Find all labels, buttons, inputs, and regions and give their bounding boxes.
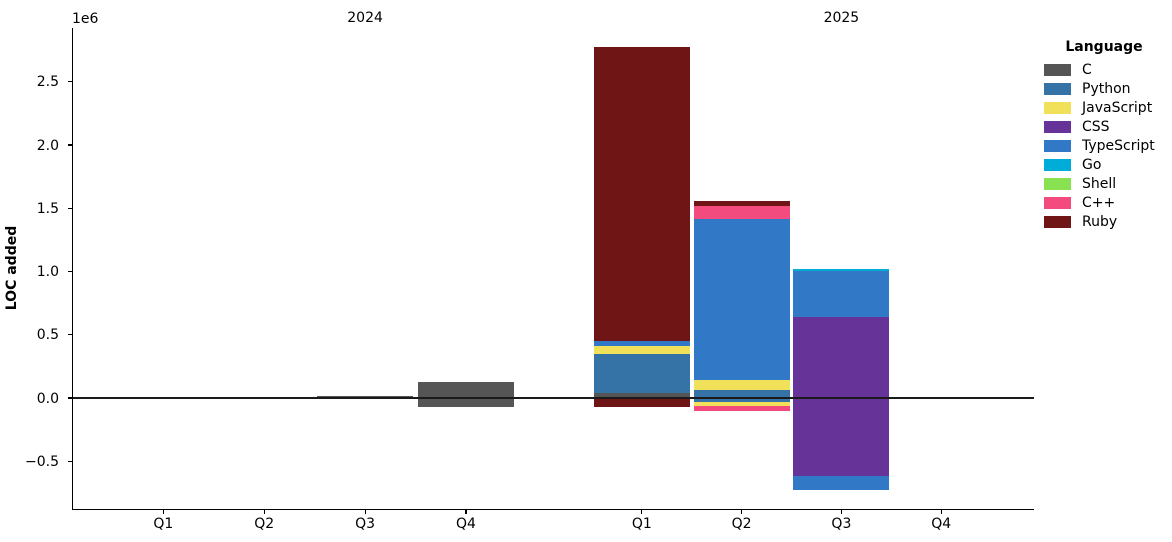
y-tick-label: 0.0	[36, 390, 59, 407]
bar-segment-2025-Q1-Ruby	[593, 46, 690, 341]
legend-swatch-icon	[1044, 82, 1071, 95]
x-tick-label: Q3	[831, 516, 852, 532]
bar-segment-2025-Q2-JavaScript	[693, 402, 790, 406]
legend-swatch-icon	[1044, 215, 1071, 228]
legend-item-ruby: Ruby	[1036, 212, 1172, 231]
legend-label: C++	[1082, 194, 1116, 211]
zero-line	[73, 397, 1034, 399]
y-tick-label: 1.5	[36, 200, 59, 217]
y-tick-mark	[67, 397, 72, 399]
y-axis-spine	[71, 28, 73, 511]
legend-item-go: Go	[1036, 155, 1172, 174]
legend-label: CSS	[1082, 118, 1110, 135]
legend-label: Ruby	[1082, 213, 1118, 230]
bar-segment-2025-Q2-C++	[693, 405, 790, 411]
bar-segment-2025-Q1-JavaScript	[593, 345, 690, 354]
x-tick-label: Q1	[153, 516, 174, 532]
y-tick-mark	[67, 270, 72, 273]
x-tick-label: Q2	[731, 516, 752, 532]
bar-segment-2025-Q1-TypeScript	[593, 340, 690, 346]
y-tick-label: 2.0	[36, 137, 59, 154]
x-tick-mark	[364, 510, 366, 515]
bar-segment-2025-Q3-TypeScript	[793, 271, 890, 318]
legend-swatch-icon	[1044, 177, 1071, 190]
x-tick-mark	[162, 510, 164, 515]
y-tick-mark	[67, 81, 72, 83]
bar-segment-2025-Q3-CSS	[793, 317, 890, 398]
y-axis-offset-label: 1e6	[72, 11, 99, 27]
bar-segment-2025-Q2-Ruby	[693, 201, 790, 207]
legend-item-typescript: TypeScript	[1036, 136, 1172, 155]
bar-segment-2025-Q2-JavaScript	[693, 379, 790, 390]
legend-label: Go	[1082, 156, 1102, 173]
legend: Language C Python JavaScript CSS TypeScript G…	[1036, 39, 1172, 231]
legend-swatch-icon	[1044, 139, 1071, 152]
x-tick-mark	[465, 510, 467, 515]
x-tick-mark	[840, 510, 842, 515]
x-tick-mark	[741, 510, 743, 515]
x-tick-label: Q4	[456, 516, 476, 532]
legend-swatch-icon	[1044, 196, 1071, 209]
legend-item-shell: Shell	[1036, 174, 1172, 193]
bar-segment-2025-Q2-Python	[693, 389, 790, 398]
x-tick-label: Q2	[254, 516, 275, 532]
y-tick-mark	[67, 207, 72, 209]
x-tick-label: Q3	[355, 516, 376, 532]
bar-segment-2025-Q1-C	[593, 393, 690, 398]
y-tick-label: 1.0	[36, 264, 59, 280]
bar-segment-2025-Q3-Go	[793, 268, 890, 272]
x-tick-mark	[263, 510, 265, 515]
bar-segment-2025-Q1-Ruby	[593, 398, 690, 408]
bar-segment-2025-Q2-C++	[693, 206, 790, 219]
y-tick-label: 2.5	[36, 74, 59, 91]
bar-segment-2025-Q2-TypeScript	[693, 219, 790, 380]
legend-label: Shell	[1082, 175, 1117, 192]
x-axis-spine	[73, 509, 1034, 511]
legend-label: JavaScript	[1082, 99, 1153, 116]
legend-item-javascript: JavaScript	[1036, 98, 1172, 117]
x-tick-mark	[641, 510, 643, 515]
y-tick-label: −0.5	[25, 453, 59, 470]
legend-label: Python	[1082, 80, 1131, 97]
y-tick-mark	[67, 334, 72, 336]
legend-swatch-icon	[1044, 101, 1071, 114]
x-tick-label: Q1	[631, 516, 652, 532]
y-tick-mark	[67, 460, 72, 462]
bar-segment-2025-Q1-Python	[593, 353, 690, 394]
legend-label: TypeScript	[1082, 137, 1155, 154]
bar-segment-2025-Q2-Python	[693, 398, 790, 403]
legend-item-c: C	[1036, 60, 1172, 79]
bar-segment-2025-Q3-CSS	[793, 398, 890, 477]
legend-items: C Python JavaScript CSS TypeScript Go Shell C++…	[1036, 60, 1172, 231]
y-tick-mark	[67, 144, 72, 146]
legend-item-python: Python	[1036, 79, 1172, 98]
x-tick-label: Q4	[931, 516, 952, 532]
y-tick-label: 0.5	[36, 327, 59, 344]
x-tick-mark	[940, 510, 942, 515]
legend-swatch-icon	[1044, 63, 1071, 76]
legend-label: C	[1082, 61, 1092, 78]
legend-item-cpp: C++	[1036, 193, 1172, 212]
bar-segment-2024-Q3-C	[317, 396, 414, 398]
group-title-2025: 2025	[823, 10, 860, 26]
group-title-2024: 2024	[347, 10, 383, 26]
legend-item-css: CSS	[1036, 117, 1172, 136]
legend-swatch-icon	[1044, 158, 1071, 171]
legend-swatch-icon	[1044, 120, 1071, 133]
bar-segment-2025-Q3-TypeScript	[793, 476, 890, 491]
bar-segment-2024-Q4-C	[418, 382, 514, 398]
bar-segment-2024-Q4-C	[418, 398, 514, 407]
legend-title: Language	[1065, 39, 1143, 55]
